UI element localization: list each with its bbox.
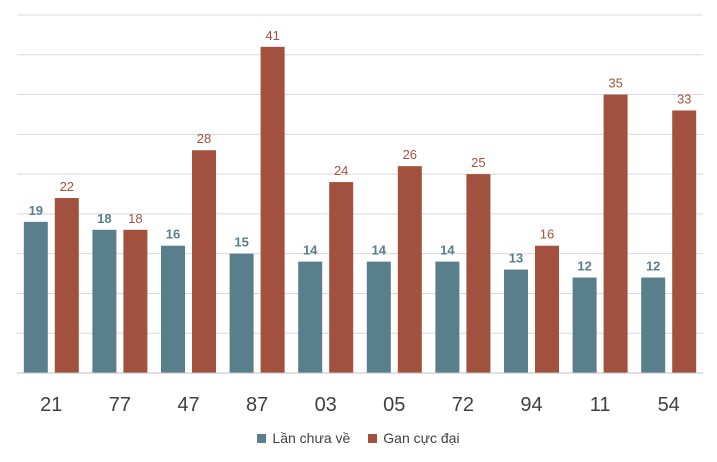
legend-swatch-series-1	[257, 433, 267, 443]
legend-swatch-series-2	[368, 433, 378, 443]
bar-series-2-21	[54, 197, 79, 373]
x-tick-label-05: 05	[383, 394, 405, 416]
bar-series-1-05	[366, 261, 391, 373]
x-tick-label-11: 11	[590, 394, 611, 416]
bars	[23, 46, 697, 374]
bar-series-2-72	[466, 174, 491, 373]
data-label-series-2-21: 22	[60, 179, 74, 194]
legend-label-series-1: Lần chưa về	[272, 430, 351, 446]
legend-label-series-2: Gan cực đại	[383, 430, 460, 446]
x-tick-label-54: 54	[658, 394, 680, 416]
bar-series-1-54	[641, 277, 666, 373]
data-label-series-2-03: 24	[334, 163, 348, 178]
bar-series-1-94	[504, 269, 528, 373]
data-label-series-1-54: 12	[646, 259, 660, 274]
bar-series-2-47	[192, 150, 216, 373]
data-label-series-1-94: 13	[509, 251, 523, 266]
data-label-series-2-54: 33	[677, 91, 691, 106]
bar-series-1-87	[229, 253, 254, 373]
bar-series-2-54	[672, 110, 697, 373]
legend-item-series-1: Lần chưa về	[257, 430, 350, 446]
x-axis-ticks: 21 77 47 87 03 05 72 94 11 54	[40, 394, 680, 416]
data-label-series-2-05: 26	[403, 147, 417, 162]
data-label-series-1-05: 14	[372, 243, 387, 258]
bar-series-2-05	[397, 166, 422, 373]
bar-series-2-03	[329, 182, 354, 373]
data-label-series-1-03: 14	[303, 243, 318, 258]
data-label-series-1-21: 19	[29, 203, 43, 218]
data-label-series-2-87: 41	[265, 28, 279, 43]
gridlines	[17, 14, 703, 334]
data-label-series-2-77: 18	[128, 211, 142, 226]
legend: Lần chưa về Gan cực đại	[0, 430, 717, 446]
data-label-series-2-94: 16	[540, 227, 554, 242]
bar-series-1-21	[23, 221, 48, 373]
data-label-series-1-47: 16	[166, 227, 180, 242]
data-label-series-1-72: 14	[440, 243, 455, 258]
x-tick-label-77: 77	[109, 394, 131, 416]
x-tick-label-03: 03	[315, 394, 337, 416]
data-label-series-1-77: 18	[97, 211, 111, 226]
bar-series-1-03	[298, 261, 323, 373]
data-label-series-1-87: 15	[234, 235, 248, 250]
data-label-series-2-72: 25	[471, 155, 485, 170]
bar-series-2-77	[123, 229, 148, 373]
x-tick-label-21: 21	[40, 394, 62, 416]
data-labels: 19 22 18 18 16 28 15 41 14 24 14 26 14 25 13 16 12 35 12 33	[29, 28, 692, 274]
x-tick-label-47: 47	[177, 394, 199, 416]
bar-series-1-72	[435, 261, 460, 373]
bar-series-1-11	[572, 277, 597, 373]
x-tick-label-72: 72	[452, 394, 474, 416]
bar-series-2-11	[603, 94, 628, 374]
bar-series-2-94	[535, 245, 559, 373]
data-label-series-1-11: 12	[577, 259, 591, 274]
legend-item-series-2: Gan cực đại	[368, 430, 460, 446]
data-label-series-2-11: 35	[608, 76, 622, 91]
x-tick-label-94: 94	[520, 394, 542, 416]
x-tick-label-87: 87	[246, 394, 268, 416]
bar-series-1-47	[161, 245, 185, 373]
bar-series-1-77	[92, 229, 117, 373]
data-label-series-2-47: 28	[197, 131, 211, 146]
bar-series-2-87	[260, 46, 285, 373]
